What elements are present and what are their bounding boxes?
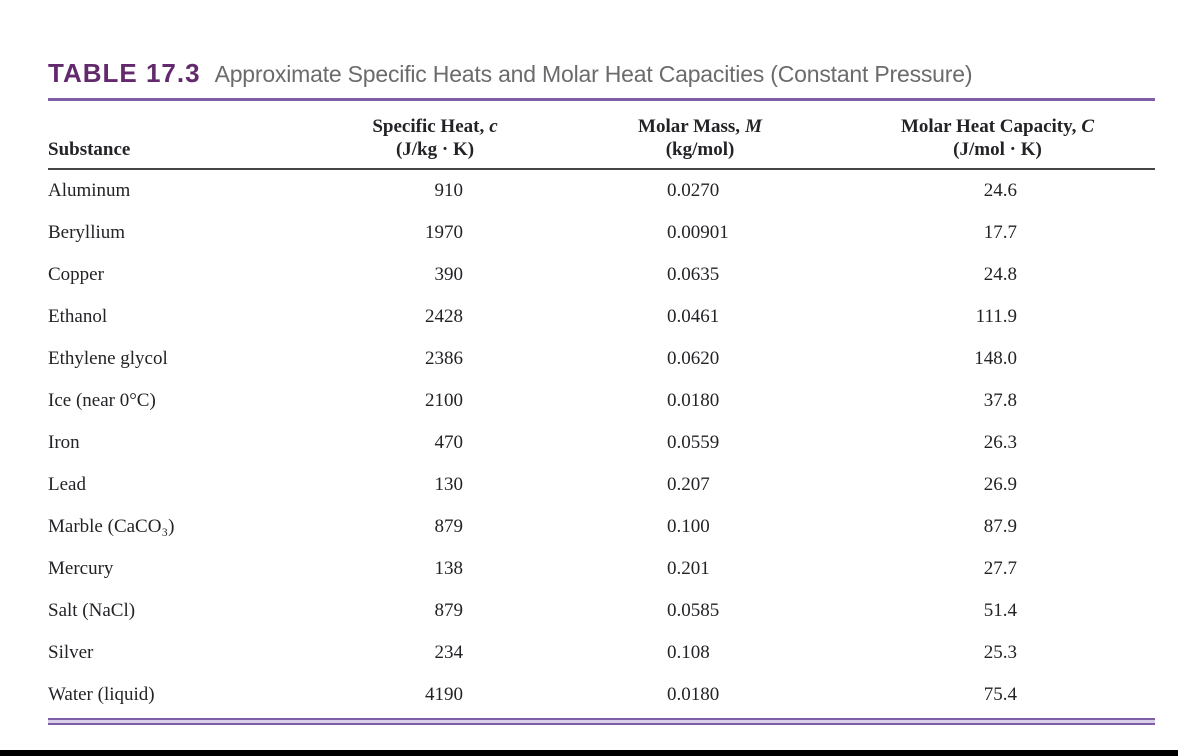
table-row-beryllium: Beryllium 1970 0.00901 17.7 (48, 212, 1155, 254)
molar-heat-capacity-cell: 51.4 (983, 600, 1017, 621)
molar-mass-cell: 0.0559 (667, 432, 720, 453)
specific-heat-cell: 130 (434, 474, 464, 495)
caption-underline-rule (48, 98, 1155, 101)
table-row-iron: Iron 470 0.0559 26.3 (48, 422, 1155, 464)
specific-heats-table: Substance Specific Heat, c (J/kg · K) Mol… (48, 101, 1155, 716)
molar-mass-cell: 0.0620 (667, 348, 720, 369)
molar-heat-capacity-cell: 111.9 (975, 306, 1017, 327)
molar-heat-capacity-cell: 25.3 (983, 642, 1017, 663)
specific-heat-cell: 1970 (425, 222, 463, 243)
table-row-ice: Ice (near 0°C) 2100 0.0180 37.8 (48, 380, 1155, 422)
substance-cell: Ethanol (48, 306, 108, 327)
molar-mass-cell: 0.0180 (667, 390, 720, 411)
specific-heat-cell: 390 (434, 264, 464, 285)
table-row-marble: Marble (CaCO₃) 879 0.100 87.9 (48, 506, 1155, 548)
page-bottom-bar (0, 750, 1178, 756)
molar-heat-capacity-cell: 27.7 (983, 558, 1017, 579)
specific-heat-cell: 2386 (425, 348, 463, 369)
specific-heat-cell: 2100 (425, 390, 463, 411)
table-figure: TABLE 17.3 Approximate Specific Heats an… (48, 58, 1155, 725)
molar-heat-capacity-cell: 37.8 (983, 390, 1017, 411)
unit-specific-heat: (J/kg · K) (395, 139, 475, 160)
specific-heat-cell: 879 (434, 516, 464, 537)
column-header-substance: Substance (48, 101, 310, 170)
molar-mass-cell: 0.0461 (667, 306, 720, 327)
substance-cell: Mercury (48, 558, 114, 579)
molar-heat-capacity-cell: 24.6 (983, 180, 1017, 201)
table-row-ethanol: Ethanol 2428 0.0461 111.9 (48, 296, 1155, 338)
molar-heat-capacity-cell: 17.7 (983, 222, 1017, 243)
molar-heat-capacity-cell: 24.8 (983, 264, 1017, 285)
molar-mass-cell: 0.0180 (667, 684, 720, 705)
molar-heat-capacity-cell: 87.9 (983, 516, 1017, 537)
column-header-molar-heat-capacity: Molar Heat Capacity, C (J/mol · K) (840, 101, 1155, 170)
table-header: Substance Specific Heat, c (J/kg · K) Mol… (48, 101, 1155, 170)
table-row-mercury: Mercury 138 0.201 27.7 (48, 548, 1155, 590)
substance-cell: Beryllium (48, 222, 126, 243)
table-row-lead: Lead 130 0.207 26.9 (48, 464, 1155, 506)
substance-cell: Iron (48, 432, 80, 453)
table-caption: TABLE 17.3 Approximate Specific Heats an… (48, 58, 1155, 89)
substance-cell: Water (liquid) (48, 684, 155, 705)
specific-heat-cell: 910 (434, 180, 464, 201)
table-body: Aluminum 910 0.0270 24.6 Beryllium 1970 … (48, 169, 1155, 716)
table-row-salt: Salt (NaCl) 879 0.0585 51.4 (48, 590, 1155, 632)
molar-mass-cell: 0.0270 (667, 180, 720, 201)
symbol-C: C (1081, 116, 1095, 137)
table-row-silver: Silver 234 0.108 25.3 (48, 632, 1155, 674)
molar-mass-cell: 0.108 (667, 642, 710, 663)
table-row-ethylene-glycol: Ethylene glycol 2386 0.0620 148.0 (48, 338, 1155, 380)
substance-cell: Ethylene glycol (48, 348, 168, 369)
molar-heat-capacity-cell: 26.9 (983, 474, 1017, 495)
molar-mass-cell: 0.207 (667, 474, 710, 495)
symbol-M: M (745, 116, 762, 137)
substance-cell: Ice (near 0°C) (48, 390, 156, 411)
column-header-molar-mass: Molar Mass, M (kg/mol) (560, 101, 840, 170)
specific-heat-cell: 138 (434, 558, 464, 579)
molar-heat-capacity-cell: 75.4 (983, 684, 1017, 705)
table-row-water: Water (liquid) 4190 0.0180 75.4 (48, 674, 1155, 716)
molar-mass-cell: 0.201 (667, 558, 710, 579)
molar-mass-cell: 0.0635 (667, 264, 720, 285)
substance-cell: Copper (48, 264, 104, 285)
substance-cell: Lead (48, 474, 86, 495)
specific-heat-cell: 2428 (425, 306, 463, 327)
molar-heat-capacity-cell: 26.3 (983, 432, 1017, 453)
specific-heat-cell: 234 (434, 642, 464, 663)
substance-cell: Marble (CaCO₃) (48, 516, 175, 537)
molar-mass-cell: 0.100 (667, 516, 710, 537)
table-bottom-rule (48, 718, 1155, 725)
molar-mass-cell: 0.00901 (667, 222, 729, 243)
substance-cell: Salt (NaCl) (48, 600, 136, 621)
unit-molar-heat-capacity: (J/mol · K) (953, 139, 1042, 160)
table-title-text: Approximate Specific Heats and Molar Hea… (214, 61, 973, 87)
table-number-label: TABLE 17.3 (48, 58, 201, 88)
table-row-aluminum: Aluminum 910 0.0270 24.6 (48, 169, 1155, 212)
molar-mass-cell: 0.0585 (667, 600, 720, 621)
table-row-copper: Copper 390 0.0635 24.8 (48, 254, 1155, 296)
substance-cell: Silver (48, 642, 94, 663)
substance-cell: Aluminum (48, 180, 131, 201)
table-header-row: Substance Specific Heat, c (J/kg · K) Mol… (48, 101, 1155, 170)
symbol-c: c (489, 116, 498, 137)
molar-heat-capacity-cell: 148.0 (974, 348, 1017, 369)
specific-heat-cell: 879 (434, 600, 464, 621)
unit-molar-mass: (kg/mol) (665, 139, 735, 160)
column-header-specific-heat: Specific Heat, c (J/kg · K) (310, 101, 560, 170)
specific-heat-cell: 470 (434, 432, 464, 453)
specific-heat-cell: 4190 (425, 684, 463, 705)
